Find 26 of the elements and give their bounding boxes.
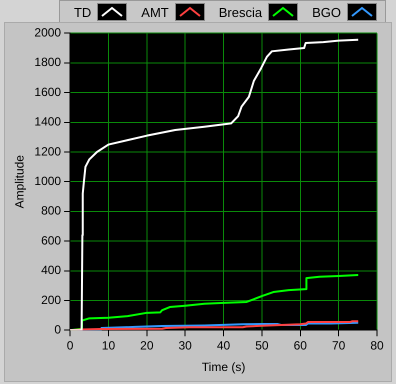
y-tick-label: 400 (41, 263, 62, 278)
y-tick-label: 600 (41, 233, 62, 248)
y-tick-label: 200 (41, 292, 62, 307)
y-tick-label: 1400 (34, 114, 62, 129)
y-tick-label: 1200 (34, 144, 62, 158)
legend-label: BGO (312, 4, 341, 20)
x-tick-label: 80 (370, 338, 384, 353)
legend-label: TD (74, 4, 92, 20)
x-tick-label: 70 (332, 338, 346, 353)
y-tick-label: 2000 (34, 26, 62, 40)
y-axis-title: Amplitude (12, 154, 27, 208)
y-tick-label: 1600 (34, 84, 62, 99)
y-tick-label: 1800 (34, 55, 62, 70)
x-tick-label: 40 (216, 338, 231, 353)
y-tick-label: 0 (54, 322, 62, 337)
y-tick-label: 800 (41, 204, 62, 218)
x-tick-label: 30 (178, 338, 192, 353)
x-tick-label: 20 (140, 338, 154, 353)
x-axis-title: Time (s) (202, 360, 246, 374)
x-tick-label: 10 (102, 338, 116, 353)
legend-label: AMT (141, 4, 169, 20)
x-tick-label: 50 (255, 338, 269, 353)
y-tick-label: 1000 (34, 174, 62, 188)
legend-label: Brescia (218, 4, 262, 20)
x-tick-label: 60 (294, 338, 308, 353)
x-tick-label: 0 (66, 338, 74, 353)
